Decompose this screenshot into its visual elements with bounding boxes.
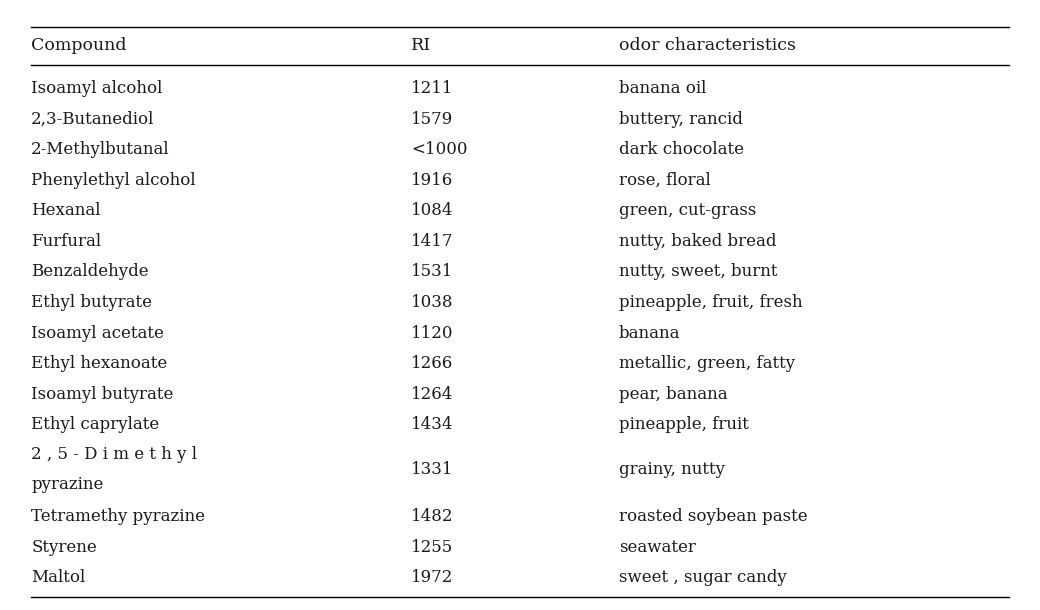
Text: RI: RI xyxy=(411,37,431,54)
Text: Ethyl caprylate: Ethyl caprylate xyxy=(31,416,159,433)
Text: pineapple, fruit, fresh: pineapple, fruit, fresh xyxy=(619,294,803,311)
Text: 1434: 1434 xyxy=(411,416,453,433)
Text: 1038: 1038 xyxy=(411,294,453,311)
Text: green, cut-grass: green, cut-grass xyxy=(619,203,756,219)
Text: 2 , 5 - D i m e t h y l: 2 , 5 - D i m e t h y l xyxy=(31,446,198,462)
Text: 1084: 1084 xyxy=(411,203,453,219)
Text: Maltol: Maltol xyxy=(31,569,85,586)
Text: Ethyl hexanoate: Ethyl hexanoate xyxy=(31,355,167,372)
Text: buttery, rancid: buttery, rancid xyxy=(619,110,743,127)
Text: nutty, sweet, burnt: nutty, sweet, burnt xyxy=(619,264,777,281)
Text: Isoamyl acetate: Isoamyl acetate xyxy=(31,325,164,342)
Text: 1120: 1120 xyxy=(411,325,453,342)
Text: Phenylethyl alcohol: Phenylethyl alcohol xyxy=(31,171,196,188)
Text: Ethyl butyrate: Ethyl butyrate xyxy=(31,294,152,311)
Text: odor characteristics: odor characteristics xyxy=(619,37,796,54)
Text: 1255: 1255 xyxy=(411,539,453,556)
Text: Isoamyl alcohol: Isoamyl alcohol xyxy=(31,80,162,97)
Text: roasted soybean paste: roasted soybean paste xyxy=(619,508,807,525)
Text: Styrene: Styrene xyxy=(31,539,97,556)
Text: 1266: 1266 xyxy=(411,355,453,372)
Text: banana: banana xyxy=(619,325,680,342)
Text: 1579: 1579 xyxy=(411,110,453,127)
Text: rose, floral: rose, floral xyxy=(619,171,710,188)
Text: 2-Methylbutanal: 2-Methylbutanal xyxy=(31,141,170,158)
Text: 1916: 1916 xyxy=(411,171,453,188)
Text: Furfural: Furfural xyxy=(31,233,101,250)
Text: pineapple, fruit: pineapple, fruit xyxy=(619,416,749,433)
Text: pyrazine: pyrazine xyxy=(31,476,104,493)
Text: Hexanal: Hexanal xyxy=(31,203,101,219)
Text: metallic, green, fatty: metallic, green, fatty xyxy=(619,355,795,372)
Text: dark chocolate: dark chocolate xyxy=(619,141,744,158)
Text: Tetramethy pyrazine: Tetramethy pyrazine xyxy=(31,508,205,525)
Text: <1000: <1000 xyxy=(411,141,467,158)
Text: 1417: 1417 xyxy=(411,233,453,250)
Text: pear, banana: pear, banana xyxy=(619,386,727,403)
Text: nutty, baked bread: nutty, baked bread xyxy=(619,233,776,250)
Text: banana oil: banana oil xyxy=(619,80,706,97)
Text: Isoamyl butyrate: Isoamyl butyrate xyxy=(31,386,174,403)
Text: 1972: 1972 xyxy=(411,569,453,586)
Text: Compound: Compound xyxy=(31,37,127,54)
Text: 1531: 1531 xyxy=(411,264,453,281)
Text: seawater: seawater xyxy=(619,539,696,556)
Text: Benzaldehyde: Benzaldehyde xyxy=(31,264,149,281)
Text: 1482: 1482 xyxy=(411,508,453,525)
Text: 2,3-Butanediol: 2,3-Butanediol xyxy=(31,110,155,127)
Text: 1211: 1211 xyxy=(411,80,453,97)
Text: 1331: 1331 xyxy=(411,461,453,478)
Text: 1264: 1264 xyxy=(411,386,453,403)
Text: sweet , sugar candy: sweet , sugar candy xyxy=(619,569,786,586)
Text: grainy, nutty: grainy, nutty xyxy=(619,461,725,478)
